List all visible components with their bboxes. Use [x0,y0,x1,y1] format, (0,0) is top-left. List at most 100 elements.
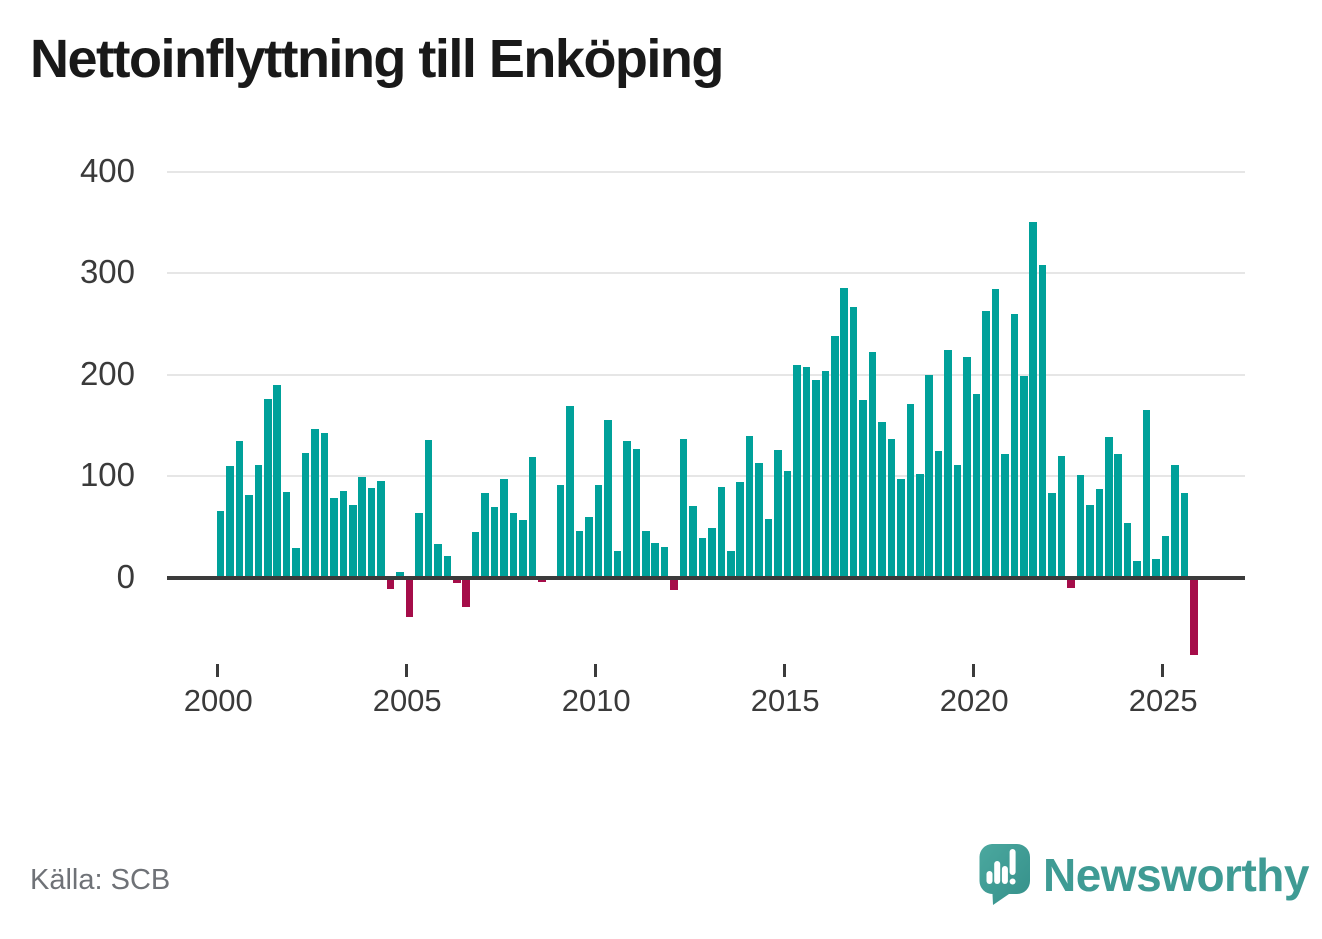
gridline-y100 [167,475,1245,478]
logo-exclamation-dot [1009,878,1016,885]
bar-2001Q1 [254,464,263,578]
bar-2014Q2 [755,462,763,578]
bar-2016Q1 [821,370,830,578]
bar-2009Q1 [556,485,565,578]
bar-2019Q3 [953,464,962,578]
bar-2017Q2 [868,352,877,578]
bar-2001Q3 [273,384,281,578]
bar-2025Q4 [1190,579,1198,655]
newsworthy-logo-icon [979,844,1030,905]
bar-2003Q4 [358,477,367,578]
bar-2000Q4 [245,495,253,578]
bar-2003Q2 [339,491,348,578]
bar-2022Q3 [1067,579,1075,588]
x-axis-tick-2015 [782,664,786,677]
bar-2011Q4 [660,547,669,578]
bar-2011Q1 [632,448,641,578]
bar-2019Q1 [934,450,943,578]
bar-2021Q2 [1019,375,1028,578]
bar-2022Q2 [1057,455,1066,578]
y-axis-label-300: 300 [79,253,135,291]
bar-2004Q1 [367,488,376,578]
logo-bar-3 [1001,866,1008,884]
bar-2002Q2 [301,452,310,578]
bar-2000Q2 [226,465,234,578]
bar-2005Q4 [434,544,442,578]
bar-2012Q2 [679,438,688,578]
bar-2001Q2 [263,398,272,578]
x-axis-label-2005: 2005 [372,683,442,718]
bar-2012Q1 [670,579,678,590]
bar-2009Q4 [585,516,593,578]
bar-2001Q4 [282,492,291,578]
x-axis-label-2010: 2010 [561,683,631,718]
bar-2023Q3 [1105,436,1113,578]
bar-2003Q1 [330,498,338,578]
bar-2013Q2 [717,487,726,578]
bar-2025Q1 [1161,535,1170,578]
x-axis-tick-2000 [215,664,219,677]
bar-2008Q2 [528,456,537,578]
y-axis-label-200: 200 [79,354,135,392]
x-axis-label-2000: 2000 [183,683,253,718]
bar-2016Q3 [840,288,848,578]
chart-title: Nettoinflyttning till Enköping [30,29,724,89]
newsworthy-branding: Newsworthy [979,844,1309,906]
bar-2023Q1 [1086,504,1094,578]
bar-2018Q3 [916,474,924,578]
bar-2000Q1 [216,510,225,578]
source-caption: Källa: SCB [30,864,171,896]
bar-2025Q3 [1180,493,1189,578]
bar-2009Q2 [566,406,574,578]
bar-2018Q1 [897,479,905,578]
bar-2013Q1 [708,527,716,578]
bar-2024Q3 [1142,410,1151,578]
bar-2023Q4 [1114,453,1123,578]
bar-2002Q4 [320,433,329,578]
bar-2006Q1 [443,556,452,578]
bar-2019Q2 [944,350,952,578]
bar-2010Q3 [613,551,622,578]
bar-2020Q3 [991,289,1000,578]
bar-2002Q3 [311,429,319,578]
bar-2024Q2 [1133,561,1141,578]
gridline-y300 [167,272,1245,275]
bar-2005Q2 [415,512,423,578]
bar-2022Q1 [1048,493,1056,578]
bar-2020Q1 [972,393,981,578]
bar-2007Q1 [481,493,489,578]
bar-2010Q1 [594,485,603,578]
bar-2018Q4 [925,374,934,578]
x-axis-tick-2010 [593,664,597,677]
logo-bar-1 [986,871,993,884]
bar-2019Q4 [963,357,971,578]
x-axis-zero-line [167,575,1245,580]
bar-2014Q4 [774,449,782,578]
bar-2018Q2 [906,404,915,578]
bar-2014Q1 [745,435,754,578]
bar-2022Q4 [1076,475,1085,578]
bar-2010Q4 [623,440,631,578]
bar-2002Q1 [292,548,300,578]
y-axis-label-400: 400 [79,151,135,189]
bar-2007Q2 [490,506,499,578]
bar-2006Q3 [462,579,470,607]
bar-2011Q2 [641,530,650,578]
y-axis-label-0: 0 [116,557,135,595]
bar-2000Q3 [235,440,244,578]
bar-2003Q3 [349,504,357,578]
bar-2008Q3 [538,579,546,582]
bar-2023Q2 [1095,489,1104,578]
bar-2013Q4 [736,482,745,578]
bar-2010Q2 [604,420,612,578]
bar-2007Q3 [500,479,508,578]
bar-2020Q4 [1001,453,1009,578]
bar-2015Q4 [812,379,820,578]
bar-2005Q3 [424,439,433,578]
x-axis-label-2015: 2015 [750,683,820,718]
bar-2009Q3 [575,530,584,578]
bar-2006Q2 [452,579,461,583]
gridline-y200 [167,373,1245,376]
bar-2017Q1 [859,400,867,578]
